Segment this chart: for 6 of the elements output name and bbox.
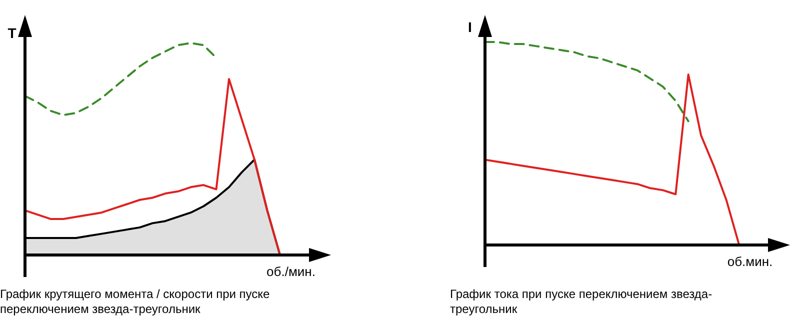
x-axis-title: об.мин. [727,254,773,269]
x-axis-title: об./мин. [266,264,316,279]
text: График тока при пуске переключением звезда-треугольник [450,287,712,316]
text: График крутящего момента / скорости при пуске переключением звезда-треугольник [0,287,270,316]
y-axis-title: T [8,25,17,41]
y-axis-title: I [468,19,472,35]
